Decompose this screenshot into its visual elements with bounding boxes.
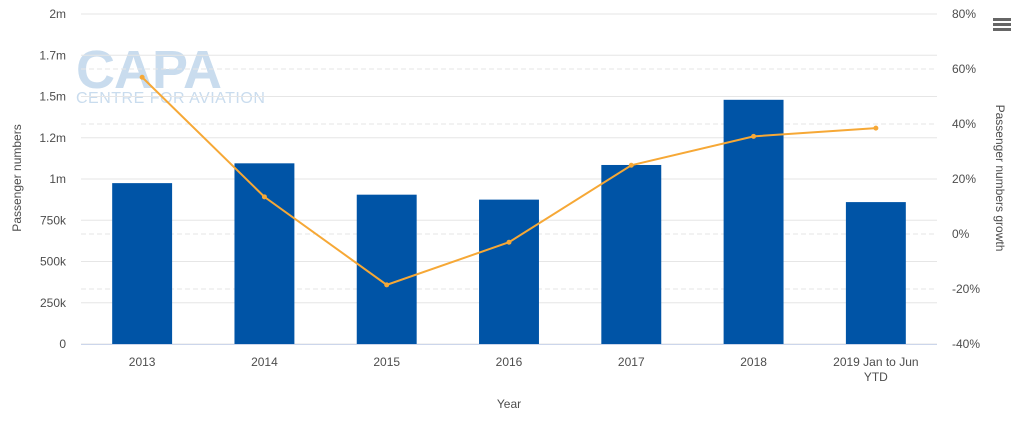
x-tick-label: 2013 bbox=[129, 355, 156, 369]
y2-tick-label: 80% bbox=[952, 7, 976, 21]
growth-point bbox=[139, 74, 145, 80]
bar-series[interactable] bbox=[112, 99, 906, 344]
menu-bar-line bbox=[993, 28, 1011, 31]
bar bbox=[845, 202, 906, 344]
growth-point bbox=[628, 162, 634, 168]
x-tick-label-line: 2017 bbox=[618, 355, 645, 369]
bar bbox=[234, 163, 295, 344]
y2-tick-label: 20% bbox=[952, 172, 976, 186]
line-series[interactable] bbox=[139, 74, 879, 288]
y-axis-title: Passenger numbers bbox=[10, 124, 24, 231]
y-tick-label: 250k bbox=[40, 296, 67, 310]
growth-point bbox=[873, 125, 879, 131]
y-tick-label: 750k bbox=[40, 213, 67, 227]
watermark-main-text: CAPA bbox=[76, 40, 221, 100]
growth-point bbox=[384, 282, 390, 288]
x-tick-label-line: 2015 bbox=[373, 355, 400, 369]
x-tick-label-line: YTD bbox=[864, 370, 888, 384]
y-tick-label: 500k bbox=[40, 255, 67, 269]
x-tick-label: 2016 bbox=[496, 355, 523, 369]
hamburger-menu-icon[interactable] bbox=[993, 16, 1013, 36]
y-tick-label: 1.5m bbox=[39, 90, 66, 104]
y2-axis-title: Passenger numbers growth bbox=[993, 105, 1007, 252]
x-tick-label-line: 2014 bbox=[251, 355, 278, 369]
y-tick-label: 1m bbox=[49, 172, 66, 186]
y-tick-label: 0 bbox=[59, 337, 66, 351]
axes: 0 250k 500k 750k 1m 1.2m 1.5m 1.7m 2m -40% -20% 0% 2… bbox=[39, 7, 980, 384]
x-tick-label-line: 2016 bbox=[496, 355, 523, 369]
y-tick-label: 1.7m bbox=[39, 48, 66, 62]
x-tick-label-line: 2019 Jan to Jun bbox=[833, 355, 918, 369]
x-tick-label-line: 2018 bbox=[740, 355, 767, 369]
x-tick-label: 2014 bbox=[251, 355, 278, 369]
growth-point bbox=[261, 194, 267, 200]
growth-point bbox=[751, 133, 757, 139]
bar bbox=[479, 199, 539, 344]
y2-tick-label: 60% bbox=[952, 62, 976, 76]
y2-tick-label: -40% bbox=[952, 337, 980, 351]
y2-tick-label: -20% bbox=[952, 282, 980, 296]
x-axis-title: Year bbox=[497, 397, 521, 411]
watermark-logo: CAPA CENTRE FOR AVIATION bbox=[76, 40, 265, 107]
bar bbox=[601, 164, 662, 344]
y-tick-label: 2m bbox=[49, 7, 66, 21]
bar bbox=[112, 183, 173, 344]
y2-tick-label: 40% bbox=[952, 117, 976, 131]
x-tick-label: 2018 bbox=[740, 355, 767, 369]
watermark-sub-text: CENTRE FOR AVIATION bbox=[76, 90, 265, 107]
growth-point bbox=[506, 239, 512, 245]
x-tick-label: 2017 bbox=[618, 355, 645, 369]
y2-tick-label: 0% bbox=[952, 227, 970, 241]
x-tick-label-line: 2013 bbox=[129, 355, 156, 369]
x-tick-label: 2019 Jan to Jun YTD bbox=[833, 355, 918, 384]
x-tick-label: 2015 bbox=[373, 355, 400, 369]
menu-bar-line bbox=[993, 18, 1011, 21]
menu-bar-line bbox=[993, 23, 1011, 26]
y-tick-label: 1.2m bbox=[39, 131, 66, 145]
